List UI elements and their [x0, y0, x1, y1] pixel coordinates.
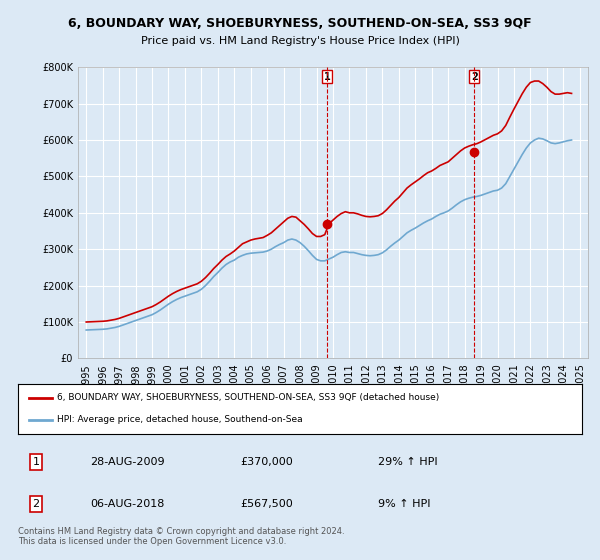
Text: Price paid vs. HM Land Registry's House Price Index (HPI): Price paid vs. HM Land Registry's House … [140, 36, 460, 46]
Text: 1: 1 [32, 457, 40, 467]
Text: 29% ↑ HPI: 29% ↑ HPI [378, 457, 437, 467]
Text: £370,000: £370,000 [240, 457, 293, 467]
Text: 6, BOUNDARY WAY, SHOEBURYNESS, SOUTHEND-ON-SEA, SS3 9QF (detached house): 6, BOUNDARY WAY, SHOEBURYNESS, SOUTHEND-… [58, 393, 440, 402]
Text: 2: 2 [32, 499, 40, 509]
Text: 06-AUG-2018: 06-AUG-2018 [90, 499, 164, 509]
Text: 1: 1 [324, 72, 331, 82]
Text: 28-AUG-2009: 28-AUG-2009 [90, 457, 164, 467]
Text: Contains HM Land Registry data © Crown copyright and database right 2024.
This d: Contains HM Land Registry data © Crown c… [18, 526, 344, 546]
Text: 9% ↑ HPI: 9% ↑ HPI [378, 499, 431, 509]
Text: HPI: Average price, detached house, Southend-on-Sea: HPI: Average price, detached house, Sout… [58, 416, 303, 424]
Text: 6, BOUNDARY WAY, SHOEBURYNESS, SOUTHEND-ON-SEA, SS3 9QF: 6, BOUNDARY WAY, SHOEBURYNESS, SOUTHEND-… [68, 17, 532, 30]
Text: £567,500: £567,500 [240, 499, 293, 509]
Text: 2: 2 [471, 72, 478, 82]
